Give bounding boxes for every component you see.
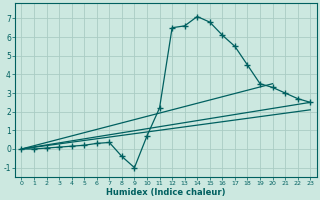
X-axis label: Humidex (Indice chaleur): Humidex (Indice chaleur): [106, 188, 226, 197]
